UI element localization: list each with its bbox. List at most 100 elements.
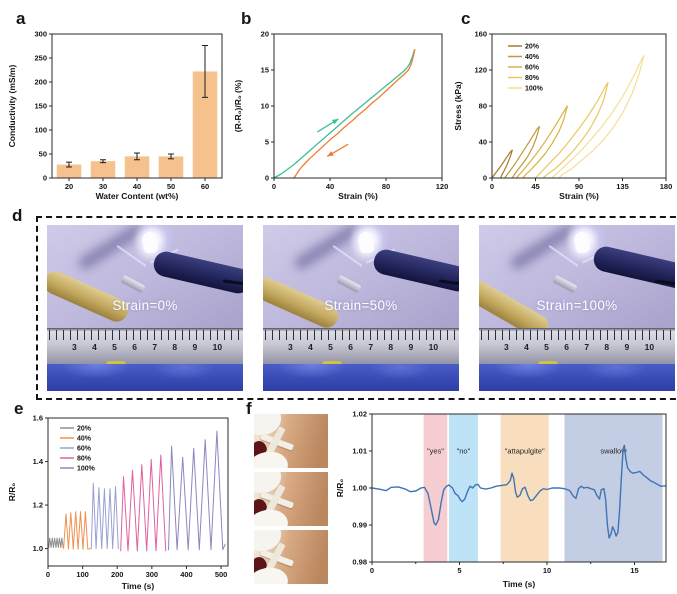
- chart-a-rect: [56, 164, 82, 178]
- chart-c-polyline: [534, 81, 609, 179]
- chart-c-text: 80: [479, 102, 487, 111]
- chart-f-text: 1.02: [352, 410, 367, 419]
- chart-c-text: 20%: [525, 44, 540, 51]
- chart-a-rect: [158, 156, 184, 178]
- ruler: 3 4 5 6 7 8 9 10: [263, 327, 459, 367]
- chart-c-text: 0: [483, 174, 487, 183]
- chart-f-text: 1.01: [352, 447, 367, 456]
- glove-fabric: [47, 364, 243, 391]
- chart-f-text: Time (s): [503, 579, 536, 589]
- chart-c-polyline: [551, 54, 645, 179]
- chart-e-text: 40%: [77, 436, 92, 443]
- chart-a-text: 250: [34, 54, 47, 63]
- chart-e-text: 1.6: [33, 414, 43, 423]
- chart-a-text: 150: [34, 102, 47, 111]
- chart-e-text: 1.2: [33, 501, 43, 510]
- chart-c-text: Strain (%): [559, 191, 599, 201]
- chart-f-text: R/R₀: [335, 479, 345, 498]
- chart-e-text: 1.4: [33, 457, 44, 466]
- chart-f-rect: [564, 414, 663, 562]
- led-photo-strain-50: 3 4 5 6 7 8 9 10 Strain=50%: [263, 225, 459, 391]
- chart-e-text: 100: [76, 570, 89, 579]
- chart-a-rect: [124, 156, 150, 178]
- chart-e-polyline: [90, 482, 119, 550]
- panel-label-a: a: [16, 9, 26, 28]
- panel-label-b: b: [241, 9, 252, 28]
- chart-e-polyline: [168, 430, 226, 551]
- cyclic-resistance-chart: 0 100 200 300 400 500 1.0 1.2 1.4 1.6 Time (s) R/R₀…: [7, 414, 229, 591]
- chart-f-text: 5: [457, 566, 461, 575]
- chart-a-text: 50: [39, 150, 47, 159]
- chart-b-text: 80: [382, 182, 390, 191]
- chart-f-text: "no": [457, 447, 471, 456]
- strain-label: Strain=100%: [536, 298, 618, 314]
- chart-c-text: 40: [479, 138, 487, 147]
- chart-a-text: 40: [133, 182, 141, 191]
- chart-a-text: 50: [167, 182, 175, 191]
- chart-f-text: 0.98: [352, 558, 367, 567]
- chart-b-text: Strain (%): [338, 191, 378, 201]
- chart-a-rect: [90, 161, 116, 178]
- chart-a-text: 200: [34, 78, 47, 87]
- chart-e-text: 1.0: [33, 544, 43, 553]
- chart-b-polyline: [292, 49, 416, 179]
- chart-c-polyline: [503, 126, 541, 179]
- strain-label: Strain=0%: [112, 298, 178, 314]
- chart-e-text: 500: [215, 570, 228, 579]
- chart-b-polyline: [273, 49, 416, 179]
- ruler-numbers: 3 4 5 6 7 8 9 10: [503, 342, 655, 353]
- chart-b-polygon: [331, 118, 339, 125]
- chart-c-text: Stress (kPa): [453, 81, 463, 130]
- chart-c-text: 160: [474, 30, 487, 39]
- chart-a-text: Conductivity (mS/m): [7, 65, 17, 148]
- chart-f-text: swallow: [600, 447, 627, 456]
- throat-photo-2: [254, 472, 328, 526]
- chart-f-rect: [449, 414, 478, 562]
- photo-background: [254, 414, 282, 435]
- stress-strain-chart: 0 45 90 135 180 0 40 80 120 160 Strain (%) Stress (…: [453, 30, 672, 202]
- ruler: 3 4 5 6 7 8 9 10: [479, 327, 675, 367]
- chart-c-polyline: [515, 105, 569, 179]
- conductivity-bar-chart: 20 30 40 50 60 0 50 100 150 200 250 300 Water Conten…: [7, 30, 223, 201]
- ruler-numbers: 3 4 5 6 7 8 9 10: [71, 342, 223, 353]
- chart-f-text: 15: [630, 566, 638, 575]
- chart-f-text: 1.00: [352, 484, 367, 493]
- photo-background: [254, 530, 282, 551]
- panel-d-dashed-box: 3 4 5 6 7 8 9 10 Strain=0% 3 4 5 6 7 8 9…: [36, 216, 677, 400]
- chart-a-text: 100: [34, 126, 47, 135]
- throat-photo-3: [254, 530, 328, 584]
- glove-fabric: [263, 364, 459, 391]
- chart-b-text: 10: [261, 102, 269, 111]
- chart-e-rect: [47, 417, 229, 567]
- chart-e-polyline: [48, 537, 64, 548]
- chart-f-polyline: [371, 444, 667, 539]
- chart-c-text: 60%: [525, 65, 540, 72]
- chart-f-text: 10: [543, 566, 551, 575]
- chart-e-text: Time (s): [122, 581, 155, 591]
- chart-a-text: 20: [65, 182, 73, 191]
- chart-c-text: 45: [531, 182, 539, 191]
- panel-label-e: e: [14, 399, 24, 418]
- chart-e-text: 60%: [77, 446, 92, 453]
- chart-e-text: 0: [46, 570, 50, 579]
- chart-b-text: 0: [272, 182, 276, 191]
- chart-c-text: 80%: [525, 75, 540, 82]
- panel-label-d: d: [12, 206, 23, 225]
- chart-e-text: 20%: [77, 426, 92, 433]
- chart-a-text: 60: [201, 182, 209, 191]
- chart-b-text: 0: [265, 174, 269, 183]
- chart-e-text: 100%: [77, 466, 96, 473]
- chart-e-text: 400: [180, 570, 193, 579]
- chart-f-text: 0.99: [352, 521, 367, 530]
- chart-c-polyline: [491, 149, 513, 179]
- led-photo-strain-0: 3 4 5 6 7 8 9 10 Strain=0%: [47, 225, 243, 391]
- chart-c-text: 40%: [525, 54, 540, 61]
- chart-b-polygon: [327, 151, 334, 157]
- panel-label-c: c: [461, 9, 471, 28]
- chart-b-text: 20: [261, 30, 269, 39]
- resistance-strain-chart: 0 40 80 120 0 5 10 15 20 Strain (%) (R-R₀)/R₀ (%): [233, 30, 448, 202]
- photo-background: [254, 472, 282, 493]
- chart-f-text: 0: [370, 566, 374, 575]
- chart-a-text: 300: [34, 30, 47, 39]
